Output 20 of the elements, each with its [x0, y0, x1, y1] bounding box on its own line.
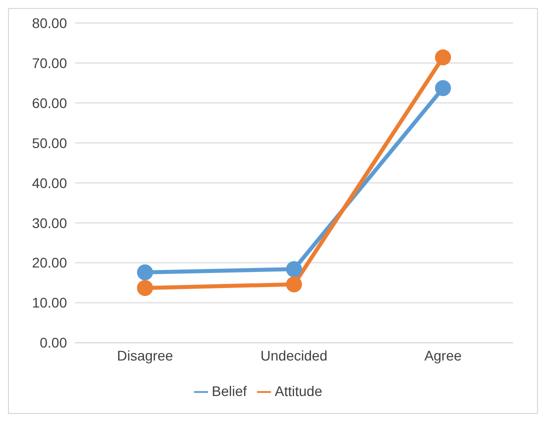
x-tick-label: Disagree [116, 348, 174, 364]
y-tick-label: 0.00 [40, 334, 68, 351]
legend-label: Belief [212, 382, 247, 399]
y-tick-label: 60.00 [32, 94, 68, 111]
y-tick-label: 30.00 [32, 214, 68, 231]
point [286, 276, 302, 292]
y-tick-label: 20.00 [32, 254, 68, 271]
point [435, 49, 451, 66]
point [286, 261, 302, 278]
point [137, 264, 153, 280]
legend-label: Attitude [274, 382, 322, 399]
y-tick-label: 40.00 [32, 174, 68, 191]
x-tick-label: Undecided [260, 348, 328, 364]
point [435, 80, 451, 96]
y-tick-label: 50.00 [32, 134, 68, 151]
x-tick-label: Agree [424, 348, 462, 364]
point [137, 280, 153, 296]
y-tick-label: 70.00 [32, 54, 68, 71]
y-tick-label: 80.00 [32, 14, 68, 31]
y-tick-label: 10.00 [32, 294, 68, 311]
